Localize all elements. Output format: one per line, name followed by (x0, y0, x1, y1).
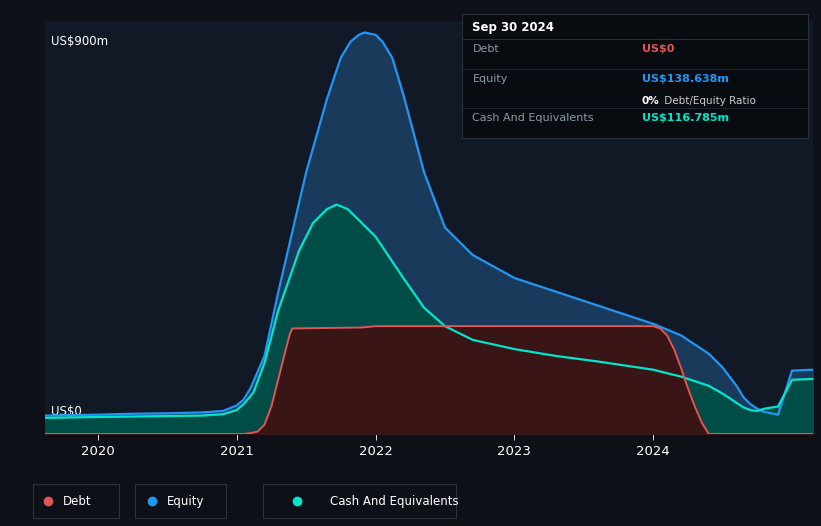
Text: Sep 30 2024: Sep 30 2024 (472, 22, 554, 34)
Text: US$138.638m: US$138.638m (642, 74, 729, 84)
Text: Equity: Equity (472, 74, 507, 84)
Text: Debt/Equity Ratio: Debt/Equity Ratio (661, 96, 756, 106)
Text: Debt: Debt (63, 494, 92, 508)
Text: 0%: 0% (642, 96, 659, 106)
Text: US$0: US$0 (51, 405, 82, 418)
Text: Cash And Equivalents: Cash And Equivalents (472, 113, 594, 123)
Text: US$900m: US$900m (51, 35, 108, 48)
Text: US$116.785m: US$116.785m (642, 113, 729, 123)
Text: Cash And Equivalents: Cash And Equivalents (330, 494, 459, 508)
Text: Debt: Debt (472, 44, 499, 54)
Text: Equity: Equity (167, 494, 204, 508)
Text: US$0: US$0 (642, 44, 674, 54)
